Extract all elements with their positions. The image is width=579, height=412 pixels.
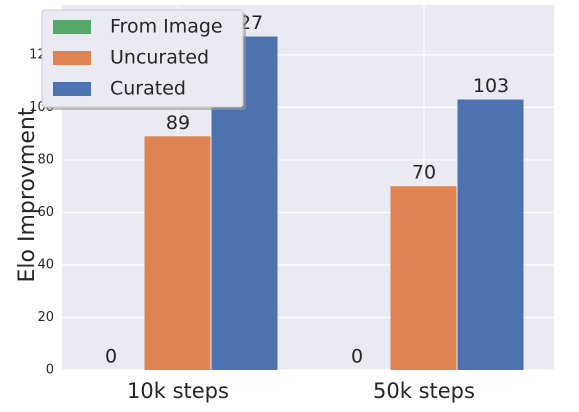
legend-swatch <box>53 20 91 34</box>
value-label: 70 <box>412 162 436 184</box>
y-tick-label: 20 <box>37 310 54 325</box>
legend-box <box>41 9 244 108</box>
legend-label: From Image <box>110 16 223 38</box>
legend: From Image Uncurated Curated <box>41 9 246 110</box>
legend-label: Curated <box>110 78 186 100</box>
bar <box>144 136 211 370</box>
legend-label: Uncurated <box>110 47 209 69</box>
x-tick-label: 10k steps <box>127 379 229 403</box>
bar <box>457 99 524 370</box>
y-tick-label: 80 <box>37 152 54 167</box>
x-tick-label: 50k steps <box>373 379 475 403</box>
y-tick-label: 0 <box>46 363 54 378</box>
y-tick-label: 60 <box>37 205 54 220</box>
y-tick-label: 40 <box>37 257 54 272</box>
legend-swatch <box>53 51 91 65</box>
value-label: 103 <box>473 75 509 97</box>
y-axis-label: Elo Improvment <box>15 107 40 282</box>
value-label: 89 <box>166 112 190 134</box>
legend-swatch <box>53 82 91 96</box>
bar <box>390 186 457 370</box>
value-label: 0 <box>105 346 117 368</box>
value-label: 0 <box>351 346 363 368</box>
